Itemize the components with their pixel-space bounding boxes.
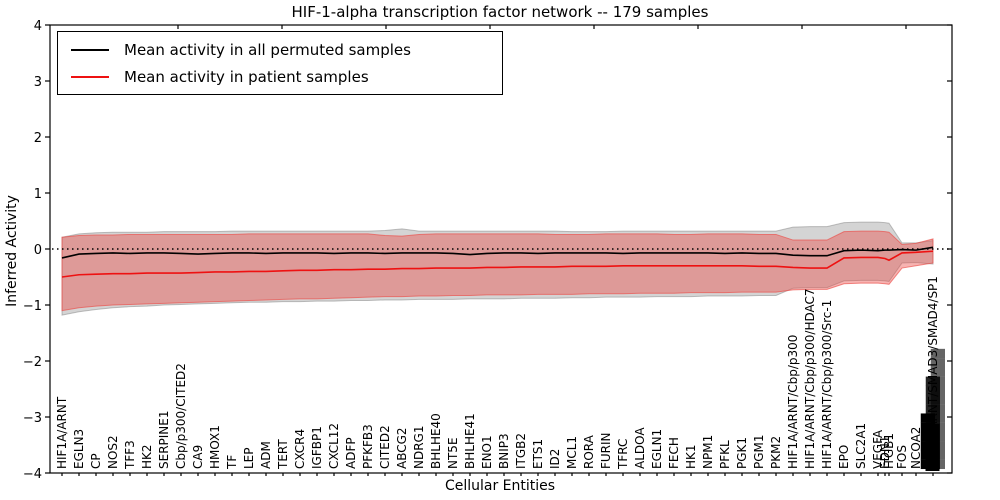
x-tick-label: RORA <box>582 434 596 469</box>
x-tick-label: ITGB2 <box>514 433 528 469</box>
x-tick-label: CXCR4 <box>293 429 307 469</box>
x-tick-label: CP <box>89 453 103 469</box>
x-tick-label: VEGFA <box>871 429 885 469</box>
x-tick-label: TERT <box>276 439 290 470</box>
x-tick-overlap-glyphs: ██████████ <box>925 376 940 470</box>
x-tick-label: IGFBP1 <box>310 426 324 469</box>
x-tick-label: ID2 <box>548 449 562 469</box>
x-tick-label: HIF1A/ARNT/SMAD3/SMAD4/SP1 <box>926 276 940 469</box>
x-tick-label: FECH <box>667 437 681 469</box>
x-tick-label: ITGB1 <box>882 433 896 469</box>
x-tick-label: HIF1A/ARNT/Cbp/p300/HDAC7 <box>803 288 817 469</box>
x-tick-label: HIF1A/ARNT <box>55 396 69 469</box>
x-tick-label: MCL1 <box>565 436 579 469</box>
x-tick-label: Cbp/p300/CITED2 <box>174 363 188 469</box>
y-axis-label: Inferred Activity <box>4 195 20 307</box>
x-tick-label: ABCG2 <box>395 427 409 469</box>
x-tick-label: NDRG1 <box>412 426 426 470</box>
x-tick-label: ENO1 <box>480 435 494 469</box>
legend-line-sample-permuted <box>71 48 109 51</box>
x-tick-label: TF <box>225 455 239 470</box>
x-tick-label: NOS2 <box>106 435 120 469</box>
x-tick-label: CITED2 <box>378 425 392 469</box>
y-tick-label: 1 <box>34 187 42 202</box>
x-tick-label: BNIP3 <box>497 433 511 469</box>
band-patient <box>61 230 934 312</box>
x-tick-label: ALDOA <box>633 427 647 469</box>
x-tick-label: PGM1 <box>752 434 766 469</box>
x-tick-label: ADFP <box>344 437 358 469</box>
x-tick-overlap-mass <box>925 424 940 471</box>
x-tick-label: TFF3 <box>123 440 137 470</box>
x-tick-label: HK1 <box>684 444 698 469</box>
x-tick-label: HK2 <box>140 444 154 469</box>
x-tick-label: CA9 <box>191 445 205 469</box>
x-tick-label: ETS1 <box>531 439 545 469</box>
x-tick-label: NCOA2 <box>909 427 923 469</box>
x-tick-label: PKM2 <box>769 436 783 469</box>
x-tick-label: HIF1A/ARNT/Cbp/p300/Src-1 <box>820 300 834 469</box>
x-tick-label: CXCL12 <box>327 423 341 469</box>
x-axis-label: Cellular Entities <box>444 478 556 494</box>
x-tick-label: PGK1 <box>735 437 749 469</box>
x-tick-label: SLC2A1 <box>854 423 868 469</box>
x-tick-label: NT5E <box>446 437 460 469</box>
mean-line-patient <box>61 250 934 278</box>
legend-label-permuted: Mean activity in all permuted samples <box>124 40 411 59</box>
y-tick-label: 0 <box>34 243 42 258</box>
y-tick-label: 4 <box>34 19 42 34</box>
x-tick-label: EGLN1 <box>650 429 664 469</box>
y-tick-label: −2 <box>23 355 42 370</box>
x-tick-label: HMOX1 <box>208 425 222 469</box>
legend: Mean activity in all permuted samples Me… <box>57 31 503 95</box>
x-tick-label: BHLHE40 <box>429 413 443 469</box>
legend-line-sample-patient <box>71 75 109 78</box>
x-tick-label: ADM <box>259 441 273 469</box>
y-tick-label: −1 <box>23 299 42 314</box>
x-tick-label: HIF1A/ARNT/Cbp/p300 <box>786 335 800 469</box>
x-tick-label: EDN1 <box>878 436 892 469</box>
x-tick-label: PFKL <box>718 440 732 469</box>
x-tick-label: SERPINE1 <box>157 410 171 469</box>
y-tick-label: −3 <box>23 411 42 426</box>
chart-title: HIF-1-alpha transcription factor network… <box>291 3 709 21</box>
x-tick-label: EPO <box>837 445 851 469</box>
legend-item-permuted: Mean activity in all permuted samples <box>58 38 502 62</box>
x-tick-label: BHLHE41 <box>463 413 477 469</box>
y-tick-label: 2 <box>34 131 42 146</box>
x-tick-label: FOS <box>895 445 909 469</box>
mean-line-permuted <box>61 246 934 259</box>
y-tick-label: −4 <box>23 467 42 482</box>
legend-item-patient: Mean activity in patient samples <box>58 65 502 89</box>
x-tick-overlap-glyphs: ██████ <box>920 413 935 470</box>
x-tick-label: EGLN3 <box>72 429 86 469</box>
y-tick-label: 3 <box>34 75 42 90</box>
x-tick-label: LEP <box>242 447 256 469</box>
x-tick-overlap-glyphs: █████████████ <box>930 348 945 470</box>
x-tick-label: FURIN <box>599 432 613 469</box>
x-tick-label: NPM1 <box>701 435 715 469</box>
band-permuted <box>61 221 934 316</box>
legend-label-patient: Mean activity in patient samples <box>124 67 369 86</box>
x-tick-label: PFKFB3 <box>361 424 375 469</box>
x-tick-label: TFRC <box>616 439 630 470</box>
